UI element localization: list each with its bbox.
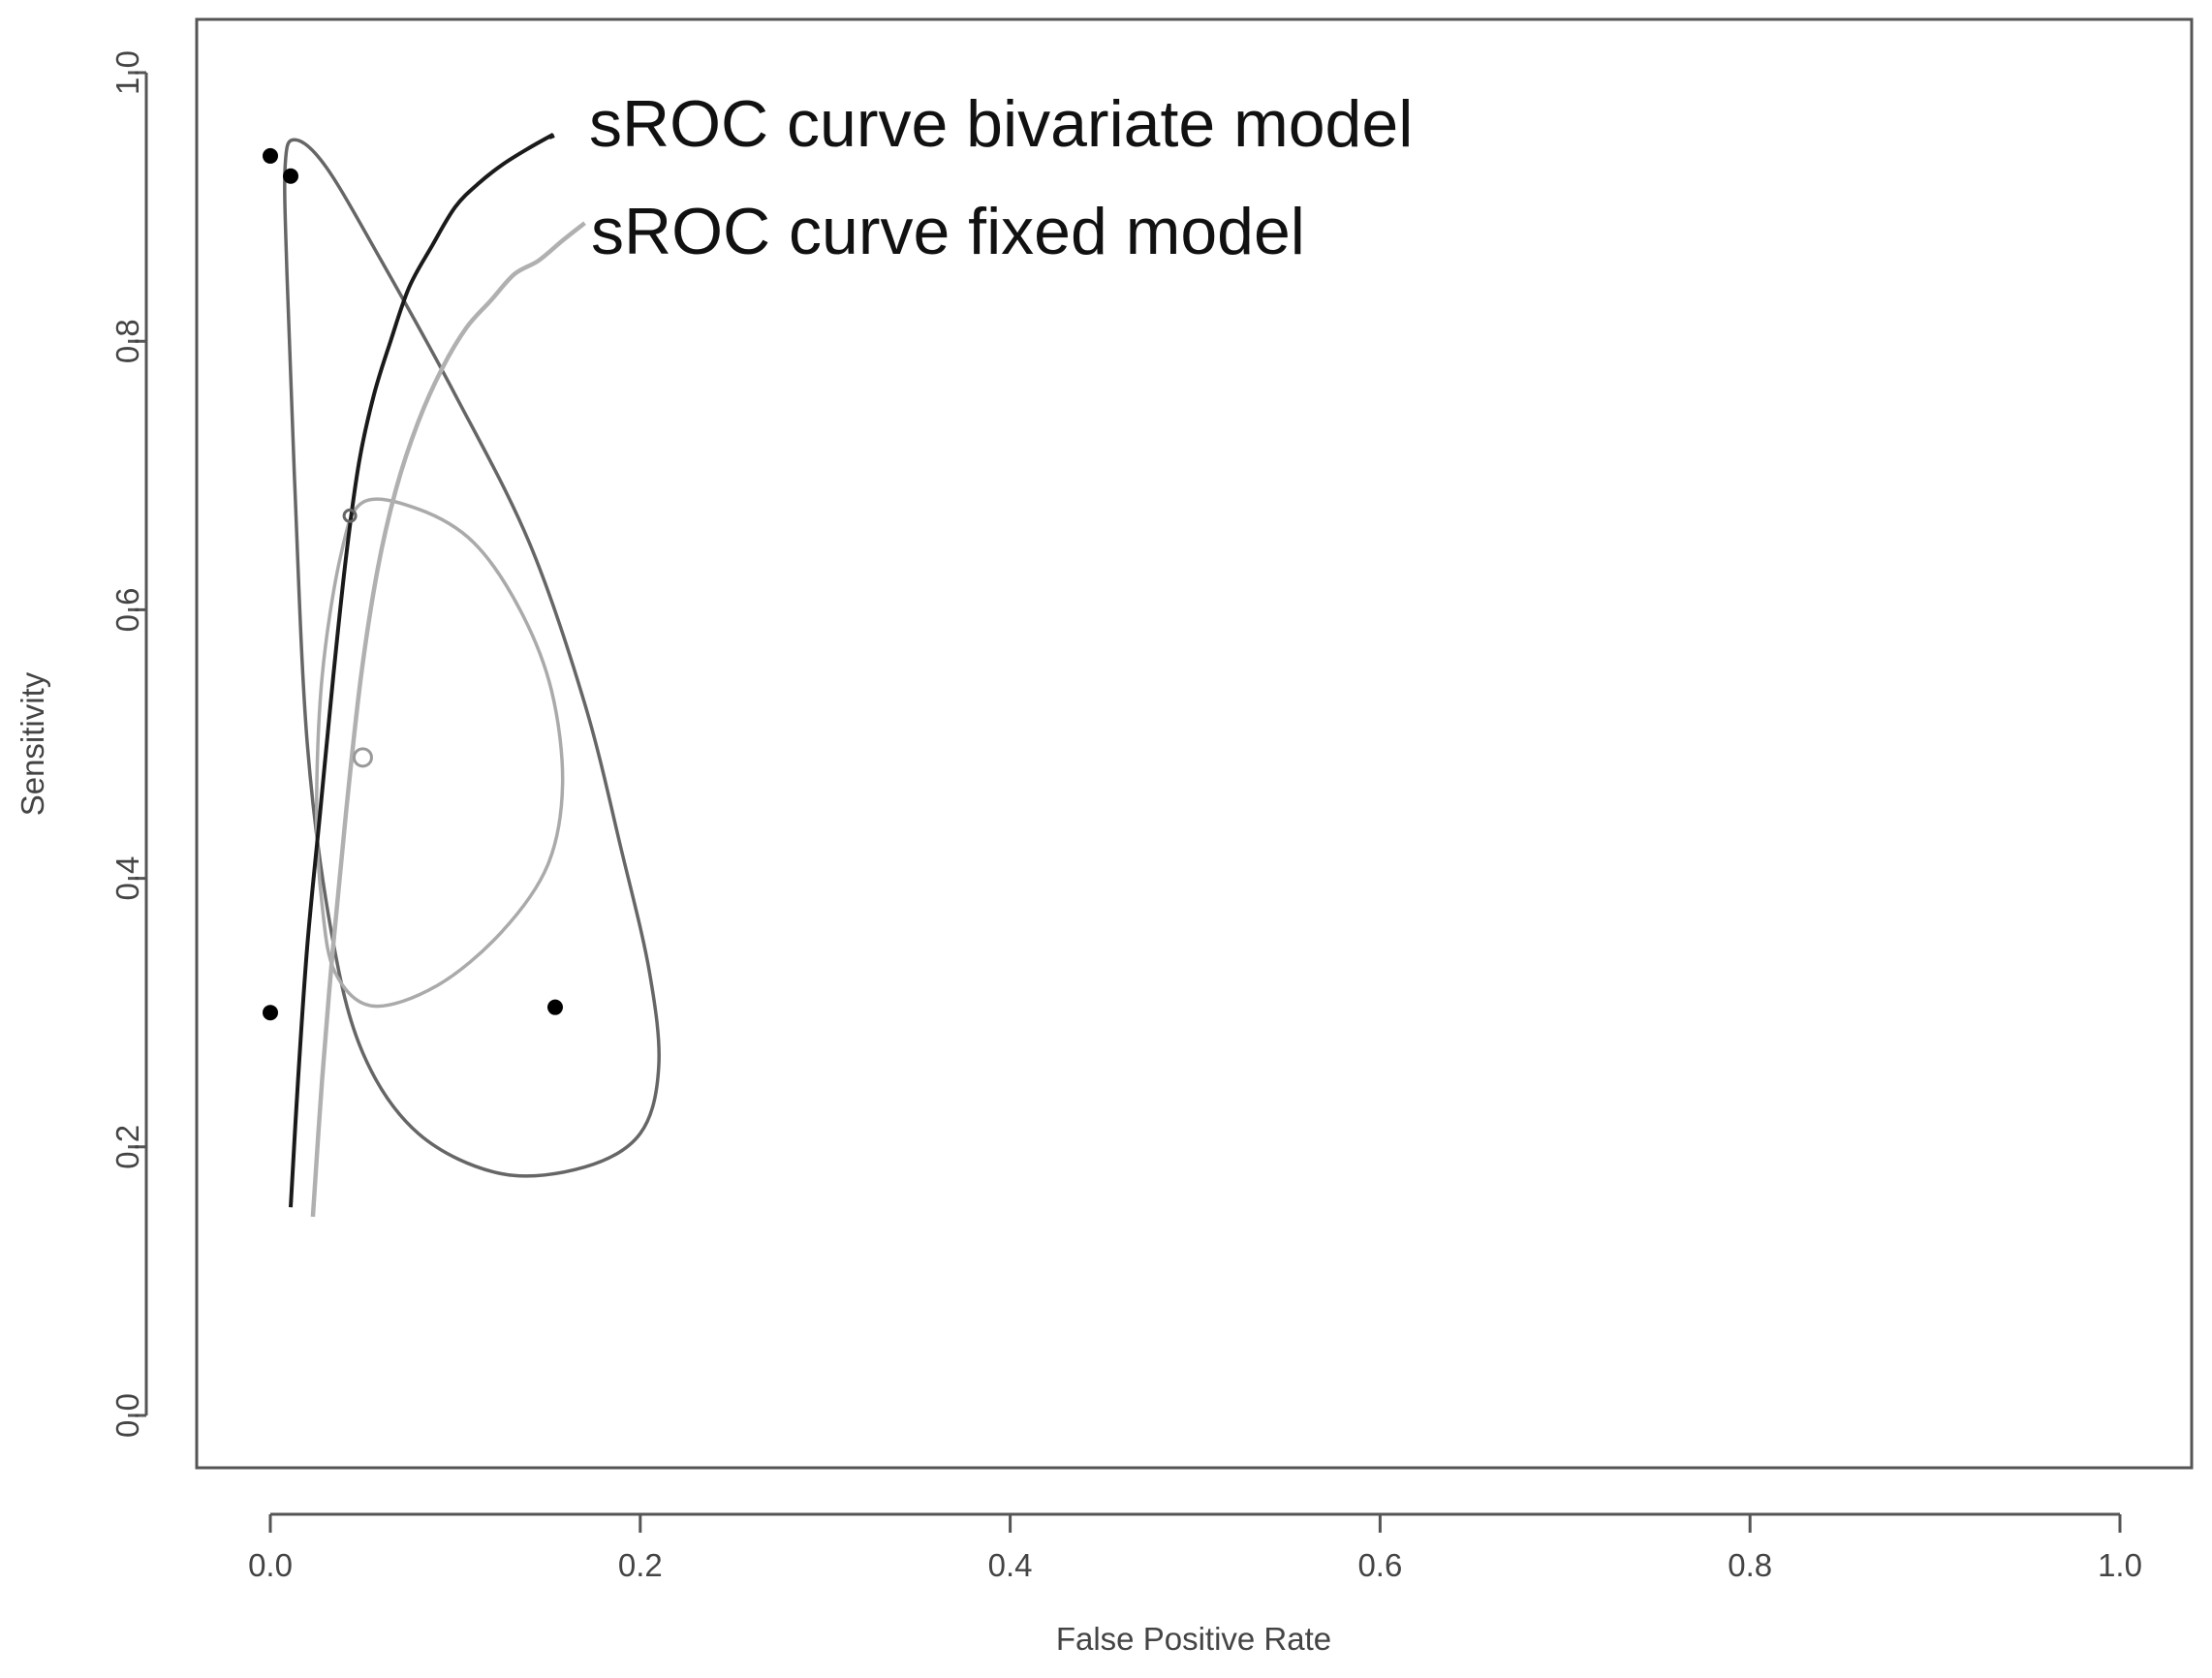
x-tick-label: 1.0 [2098,1547,2142,1583]
y-tick-label: 0.4 [109,856,145,901]
study-point [263,1005,278,1021]
sroc-curves [289,133,586,1218]
x-tick-label: 0.6 [1357,1547,1402,1583]
x-tick-label: 0.4 [988,1547,1033,1583]
x-axis: 0.0 0.2 0.4 0.6 0.8 1.0 [248,1512,2142,1583]
plot-frame [195,17,2194,1470]
study-point [546,999,563,1015]
sroc-curve-bivariate-model [289,133,555,1208]
study-point [282,168,298,184]
annotation-sroc-fixed: sROC curve fixed model [591,195,1305,268]
confidence-prediction-regions [283,138,661,1178]
annotation-leader-bivariate [548,134,555,140]
x-tick-label: 0.8 [1728,1547,1772,1583]
x-tick-label: 0.2 [618,1547,663,1583]
x-axis-label: False Positive Rate [1056,1621,1331,1657]
study-point [263,147,278,164]
y-tick-label: 1.0 [109,50,145,95]
y-tick-label: 0.6 [109,587,145,632]
confidence-region [314,497,565,1009]
y-tick-label: 0.0 [109,1393,145,1438]
fixed-summary-estimate [352,747,373,768]
prediction-region [283,138,661,1178]
study-points [263,147,563,1021]
bivariate-summary-estimate [342,508,358,523]
y-axis-label: Sensitivity [15,671,50,816]
y-tick-label: 0.2 [109,1125,145,1169]
y-axis: 0.0 0.2 0.4 0.6 0.8 1.0 [109,50,148,1438]
y-tick-label: 0.8 [109,319,145,363]
x-tick-label: 0.0 [248,1547,293,1583]
annotation-sroc-bivariate: sROC curve bivariate model [589,87,1413,161]
sroc-curve-fixed-model [310,221,586,1218]
